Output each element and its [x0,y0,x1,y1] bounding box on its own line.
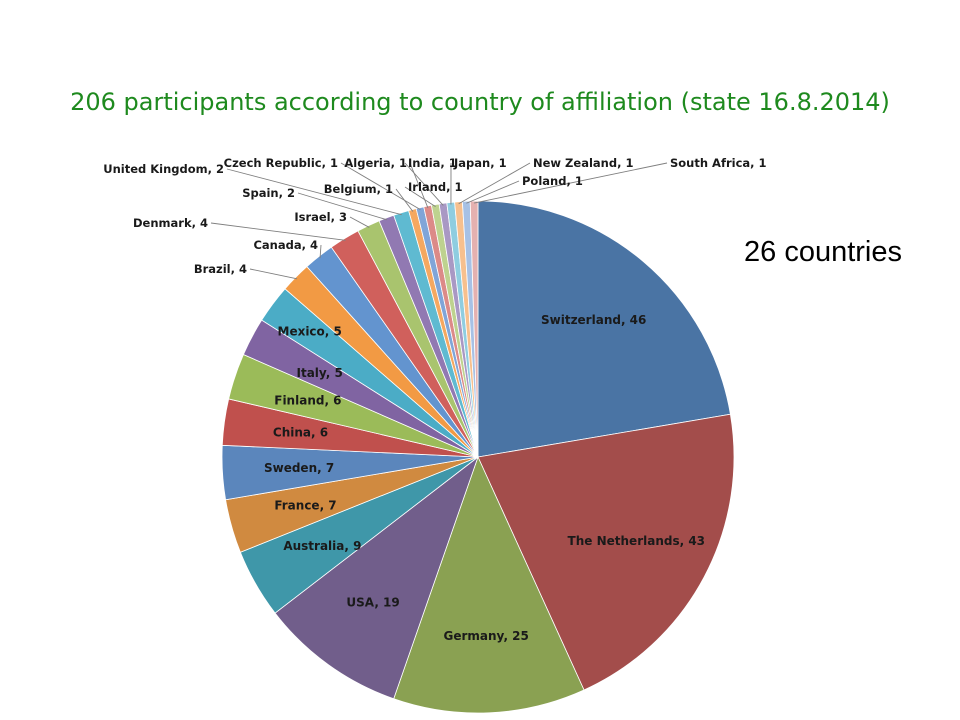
slice-south-africa [469,200,479,458]
label-brazil: Brazil, 4 [194,262,247,276]
leader-brazil [249,268,298,280]
label-china: China, 6 [273,426,328,440]
leader-india [404,162,444,206]
leader-new-zealand [458,162,531,205]
label-switzerland: Switzerland, 46 [541,313,646,327]
leader-south-africa [474,162,668,204]
label-spain: Spain, 2 [242,186,295,200]
leader-czech-republic [340,162,421,211]
slice-labels: Switzerland, 46 The Netherlands, 43 German… [103,156,766,643]
label-finland: Finland, 6 [274,394,341,408]
leader-irland [404,186,436,207]
label-south-africa: South Africa, 1 [670,156,767,170]
label-new-zealand: New Zealand, 1 [533,156,633,170]
label-germany: Germany, 25 [444,629,529,643]
label-belgium: Belgium, 1 [324,182,393,196]
label-irland: Irland, 1 [408,180,462,194]
label-japan: Japan, 1 [453,156,507,170]
label-india: India, 1 [408,156,457,170]
label-canada: Canada, 4 [253,238,318,252]
label-italy: Italy, 5 [297,366,343,380]
slice-germany [393,455,585,714]
label-sweden: Sweden, 7 [264,461,334,475]
label-czech-republic: Czech Republic, 1 [224,156,338,170]
pie-slices [221,200,735,714]
label-poland: Poland, 1 [522,174,583,188]
label-algeria: Algeria, 1 [344,156,407,170]
leader-algeria [409,162,429,209]
label-mexico: Mexico, 5 [278,325,342,339]
chart-title: 206 participants according to country of… [70,88,890,116]
slice-switzerland [477,200,731,458]
country-count-note: 26 countries [744,236,902,268]
slice-the-netherlands [477,413,735,691]
leader-lines [210,162,668,280]
leader-poland [466,180,520,204]
leader-canada [319,244,322,259]
label-united-kingdom: United Kingdom, 2 [103,162,224,176]
slice-usa [274,455,479,700]
leader-spain [297,192,388,221]
leader-united-kingdom [226,168,402,216]
label-israel: Israel, 3 [294,210,347,224]
label-usa: USA, 19 [346,595,399,609]
label-france: France, 7 [274,499,336,513]
label-the-netherlands: The Netherlands, 43 [568,534,705,548]
label-australia: Australia, 9 [283,539,361,553]
leader-denmark [210,222,346,241]
leader-israel [349,216,370,228]
label-denmark: Denmark, 4 [133,216,208,230]
